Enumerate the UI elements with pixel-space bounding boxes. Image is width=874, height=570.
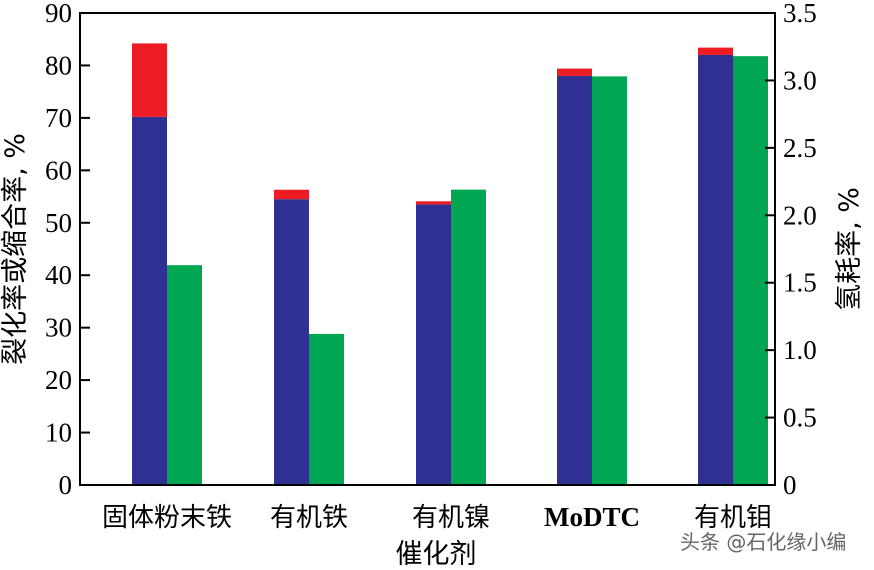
ticks-group: 0 10 20 30 40 50 60 70 80 90 0 0.5 1.0 1.5 2.0 2.5 3.0 3.… — [45, 0, 817, 500]
bars-group — [132, 43, 768, 486]
category-label-0: 固体粉末铁 — [102, 503, 232, 533]
bar-left-base-0 — [132, 116, 167, 485]
right-tick-label-6: 3.0 — [783, 65, 817, 95]
left-tick-label-6: 60 — [45, 155, 72, 185]
plot-frame — [79, 12, 776, 486]
bar-left-base-3 — [557, 75, 592, 485]
category-label-4: 有机钼 — [694, 503, 772, 533]
left-tick-label-7: 70 — [45, 103, 72, 133]
category-label-1: 有机铁 — [270, 503, 348, 533]
bar-right-4 — [733, 56, 768, 485]
left-tick-label-0: 0 — [59, 470, 73, 500]
right-tick-label-3: 1.5 — [783, 268, 817, 298]
bar-right-1 — [309, 333, 344, 485]
right-tick-label-5: 2.5 — [783, 133, 817, 163]
right-tick-label-0: 0 — [783, 470, 797, 500]
left-tick-label-9: 90 — [45, 0, 72, 28]
category-label-3: MoDTC — [544, 502, 640, 532]
bar-left-top-1 — [274, 189, 309, 200]
right-tick-label-7: 3.5 — [783, 0, 817, 28]
bar-left-base-2 — [416, 204, 451, 485]
bar-left-base-1 — [274, 199, 309, 485]
left-tick-label-3: 30 — [45, 313, 72, 343]
x-axis-title: 催化剂 — [396, 539, 477, 570]
bar-left-top-2 — [416, 201, 451, 205]
right-tick-label-2: 1.0 — [783, 335, 817, 365]
y-axis-title-right: 氢耗率, % — [834, 187, 865, 311]
bar-right-0 — [167, 265, 202, 485]
right-tick-label-4: 2.0 — [783, 200, 817, 230]
watermark-text: 头条 @石化缘小编 — [680, 530, 846, 554]
bar-right-2 — [451, 189, 486, 486]
left-tick-label-2: 20 — [45, 365, 72, 395]
category-labels: 固体粉末铁 有机铁 有机镍 MoDTC 有机钼 — [102, 502, 772, 533]
bar-left-top-4 — [698, 47, 733, 55]
bar-left-base-4 — [698, 54, 733, 485]
y-axis-title-left: 裂化率或缩合率, % — [0, 133, 31, 365]
left-tick-label-4: 40 — [45, 260, 72, 290]
left-tick-label-8: 80 — [45, 50, 72, 80]
bar-left-top-0 — [132, 43, 167, 117]
left-tick-label-1: 10 — [45, 418, 72, 448]
category-label-2: 有机镍 — [412, 503, 490, 533]
left-tick-label-5: 50 — [45, 208, 72, 238]
bar-left-top-3 — [557, 68, 592, 76]
right-tick-label-1: 0.5 — [783, 403, 817, 433]
bar-right-3 — [592, 76, 627, 485]
